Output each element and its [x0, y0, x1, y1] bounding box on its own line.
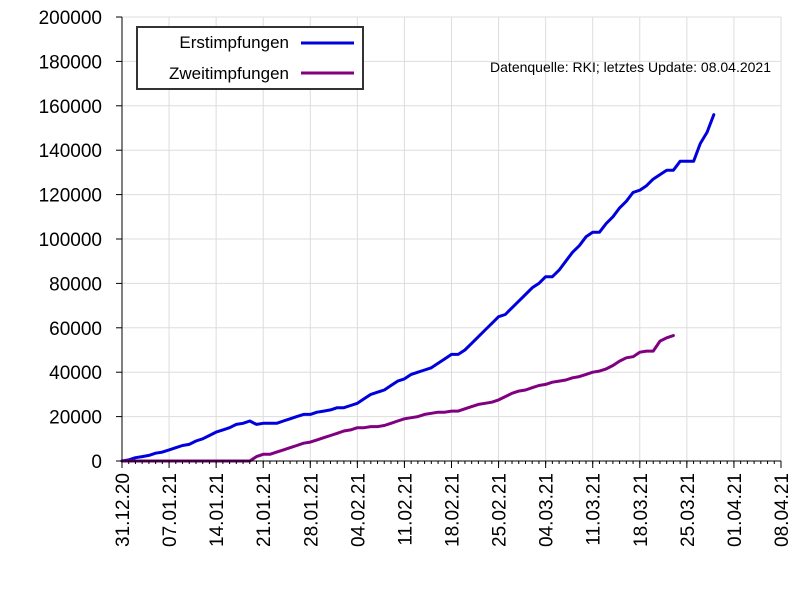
x-tick-label: 28.01.21	[301, 473, 322, 547]
y-tick-label: 60000	[49, 319, 102, 340]
series-lines	[120, 113, 716, 463]
y-tick-label: 40000	[49, 363, 102, 384]
y-tick-label: 160000	[39, 97, 102, 118]
legend-label-erstimpfungen: Erstimpfungen	[179, 33, 289, 52]
legend-box	[136, 26, 364, 90]
x-tick-label: 11.03.21	[584, 473, 605, 546]
x-tick-label: 25.02.21	[490, 473, 511, 547]
y-axis-ticks: 0 20000 40000 60000 80000 100000 120000 140000 1…	[39, 8, 122, 473]
legend: Erstimpfungen Zweitimpfungen	[136, 26, 364, 90]
grid-lines	[121, 16, 782, 462]
y-tick-label: 0	[91, 452, 102, 473]
x-tick-label: 14.01.21	[207, 473, 228, 547]
x-axis-ticks: 31.12.20 07.01.21 14.01.21 21.01.21 28.01.21…	[113, 461, 793, 547]
y-tick-label: 180000	[39, 52, 102, 73]
y-tick-label: 140000	[39, 141, 102, 162]
legend-label-zweitimpfungen: Zweitimpfungen	[169, 64, 289, 83]
y-tick-label: 120000	[39, 186, 102, 207]
x-tick-label: 18.02.21	[443, 473, 464, 547]
series-line-erstimpfungen	[120, 113, 716, 463]
y-tick-label: 20000	[49, 408, 102, 429]
x-tick-label: 21.01.21	[254, 473, 275, 547]
x-tick-label: 07.01.21	[160, 473, 181, 547]
y-tick-label: 200000	[39, 8, 102, 29]
y-tick-label: 100000	[39, 230, 102, 251]
x-tick-label: 25.03.21	[678, 473, 699, 547]
x-tick-label: 08.04.21	[772, 473, 793, 547]
series-line-zweitimpfungen	[120, 334, 675, 463]
x-tick-label: 04.02.21	[348, 473, 369, 547]
y-tick-label: 80000	[49, 274, 102, 295]
x-tick-label: 11.02.21	[395, 473, 416, 546]
x-tick-label: 01.04.21	[725, 473, 746, 547]
x-tick-label: 18.03.21	[631, 473, 652, 547]
source-note: Datenquelle: RKI; letztes Update: 08.04.…	[490, 59, 771, 75]
x-tick-label: 04.03.21	[537, 473, 558, 547]
x-tick-label: 31.12.20	[113, 473, 134, 547]
